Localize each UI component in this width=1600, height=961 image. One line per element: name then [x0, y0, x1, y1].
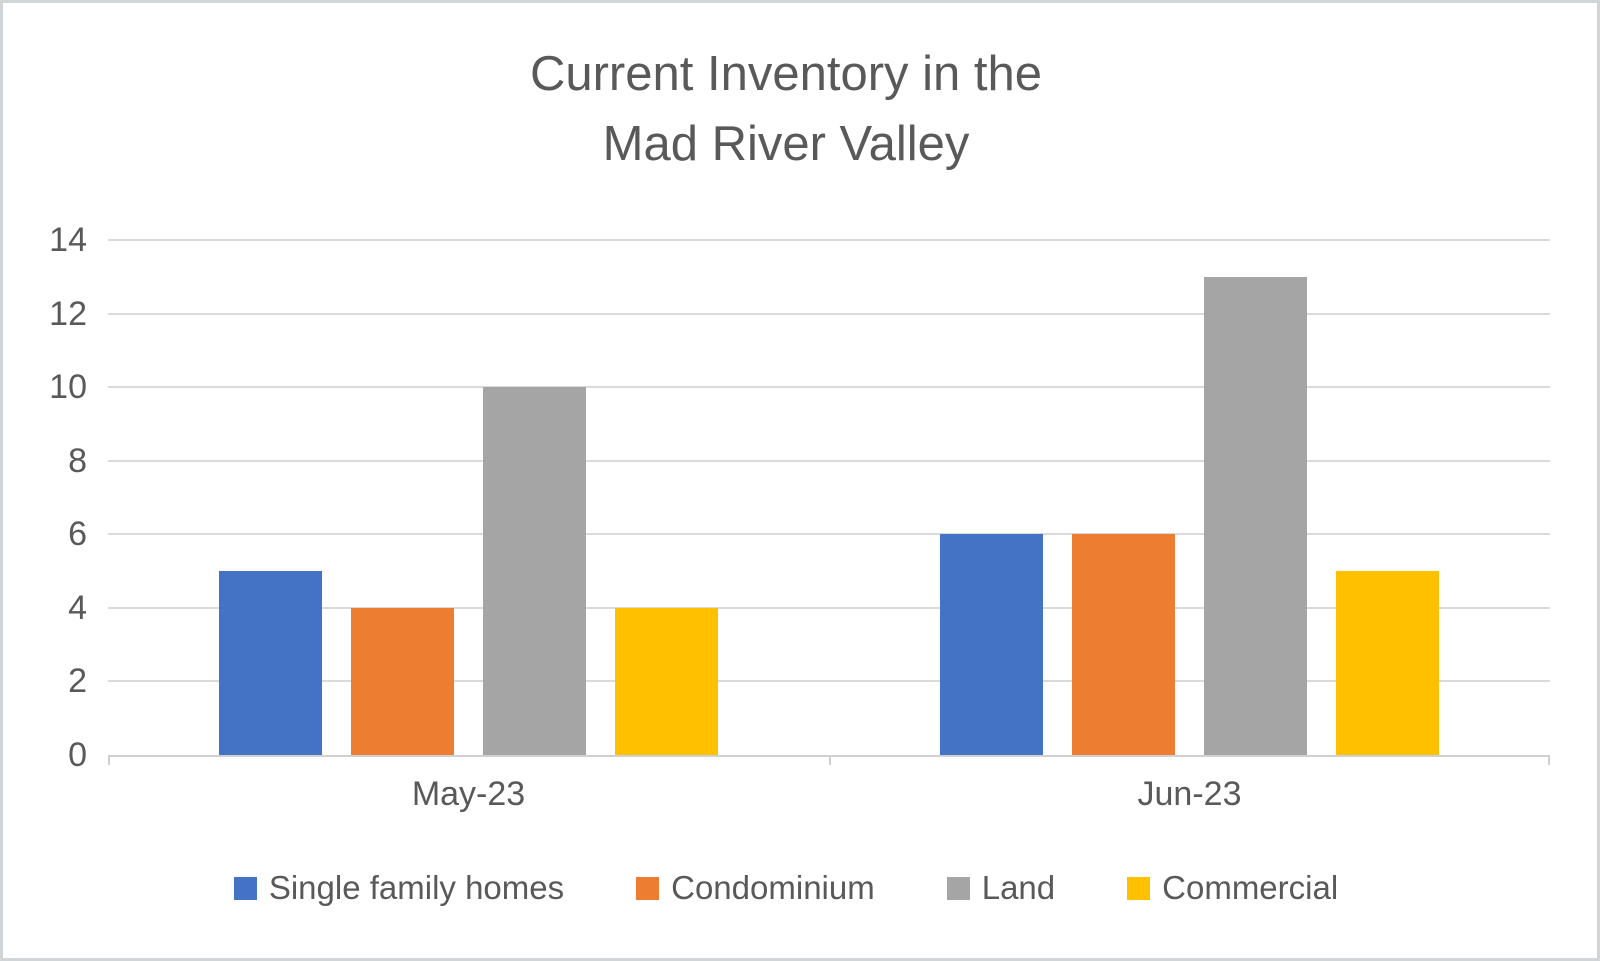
x-axis-tick-mark	[108, 755, 110, 765]
y-axis-tick-label: 10	[49, 368, 87, 407]
gridline-y-6	[108, 533, 1550, 536]
legend-swatch-icon	[233, 876, 257, 900]
bar-single-family-homes-jun-23	[940, 534, 1043, 755]
legend-item-condominium: Condominium	[636, 869, 875, 907]
bar-single-family-homes-may-23	[219, 571, 322, 755]
y-axis-tick-label: 14	[49, 221, 87, 259]
bar-condominium-may-23	[351, 607, 454, 755]
legend-item-single-family-homes: Single family homes	[233, 869, 565, 907]
chart-title-line-2: Mad River Valley	[602, 117, 970, 171]
legend: Single family homes Condominium Land Commer…	[3, 869, 1569, 907]
legend-item-land: Land	[946, 869, 1056, 907]
legend-item-commercial: Commercial	[1127, 869, 1338, 907]
legend-swatch-icon	[636, 876, 660, 900]
y-axis-tick-label: 8	[68, 441, 87, 480]
bar-commercial-jun-23	[1336, 571, 1439, 755]
y-axis-tick-label: 12	[49, 294, 87, 333]
chart-title-line-1: Current Inventory in the	[529, 47, 1043, 101]
bar-land-jun-23	[1204, 276, 1307, 755]
gridline-y-8	[108, 459, 1550, 462]
legend-label: Single family homes	[268, 869, 565, 906]
bar-group-Jun-23	[829, 240, 1550, 755]
plot-area	[108, 239, 1550, 765]
chart-title: Current Inventory in the Mad River Valle…	[3, 39, 1569, 179]
y-axis: 0 2 4 6 8 10 12 14	[3, 221, 87, 774]
bar-commercial-may-23	[615, 607, 718, 755]
gridline-y-4	[108, 606, 1550, 609]
x-axis-label-may-23: May-23	[411, 775, 526, 813]
gridline-y-2	[108, 680, 1550, 683]
y-axis-tick-label: 6	[68, 515, 87, 554]
legend-label: Condominium	[671, 869, 875, 906]
x-axis-tick-mark	[829, 755, 831, 765]
y-axis-tick-label: 4	[68, 588, 87, 627]
bar-condominium-jun-23	[1072, 534, 1175, 755]
legend-label: Land	[981, 869, 1056, 906]
y-axis-tick-label: 2	[68, 662, 87, 701]
y-axis-tick-label: 0	[68, 736, 87, 774]
legend-label: Commercial	[1162, 869, 1339, 906]
gridline-y-14	[108, 239, 1550, 241]
x-axis-tick-mark	[1548, 755, 1550, 765]
legend-swatch-icon	[946, 876, 970, 900]
x-axis-labels: May-23 Jun-23	[108, 775, 1550, 825]
gridline-y-10	[108, 386, 1550, 389]
gridline-y-12	[108, 312, 1550, 315]
legend-swatch-icon	[1127, 876, 1151, 900]
x-axis-label-jun-23: Jun-23	[1137, 775, 1242, 813]
bar-group-May-23	[108, 240, 829, 755]
bar-land-may-23	[483, 387, 586, 755]
